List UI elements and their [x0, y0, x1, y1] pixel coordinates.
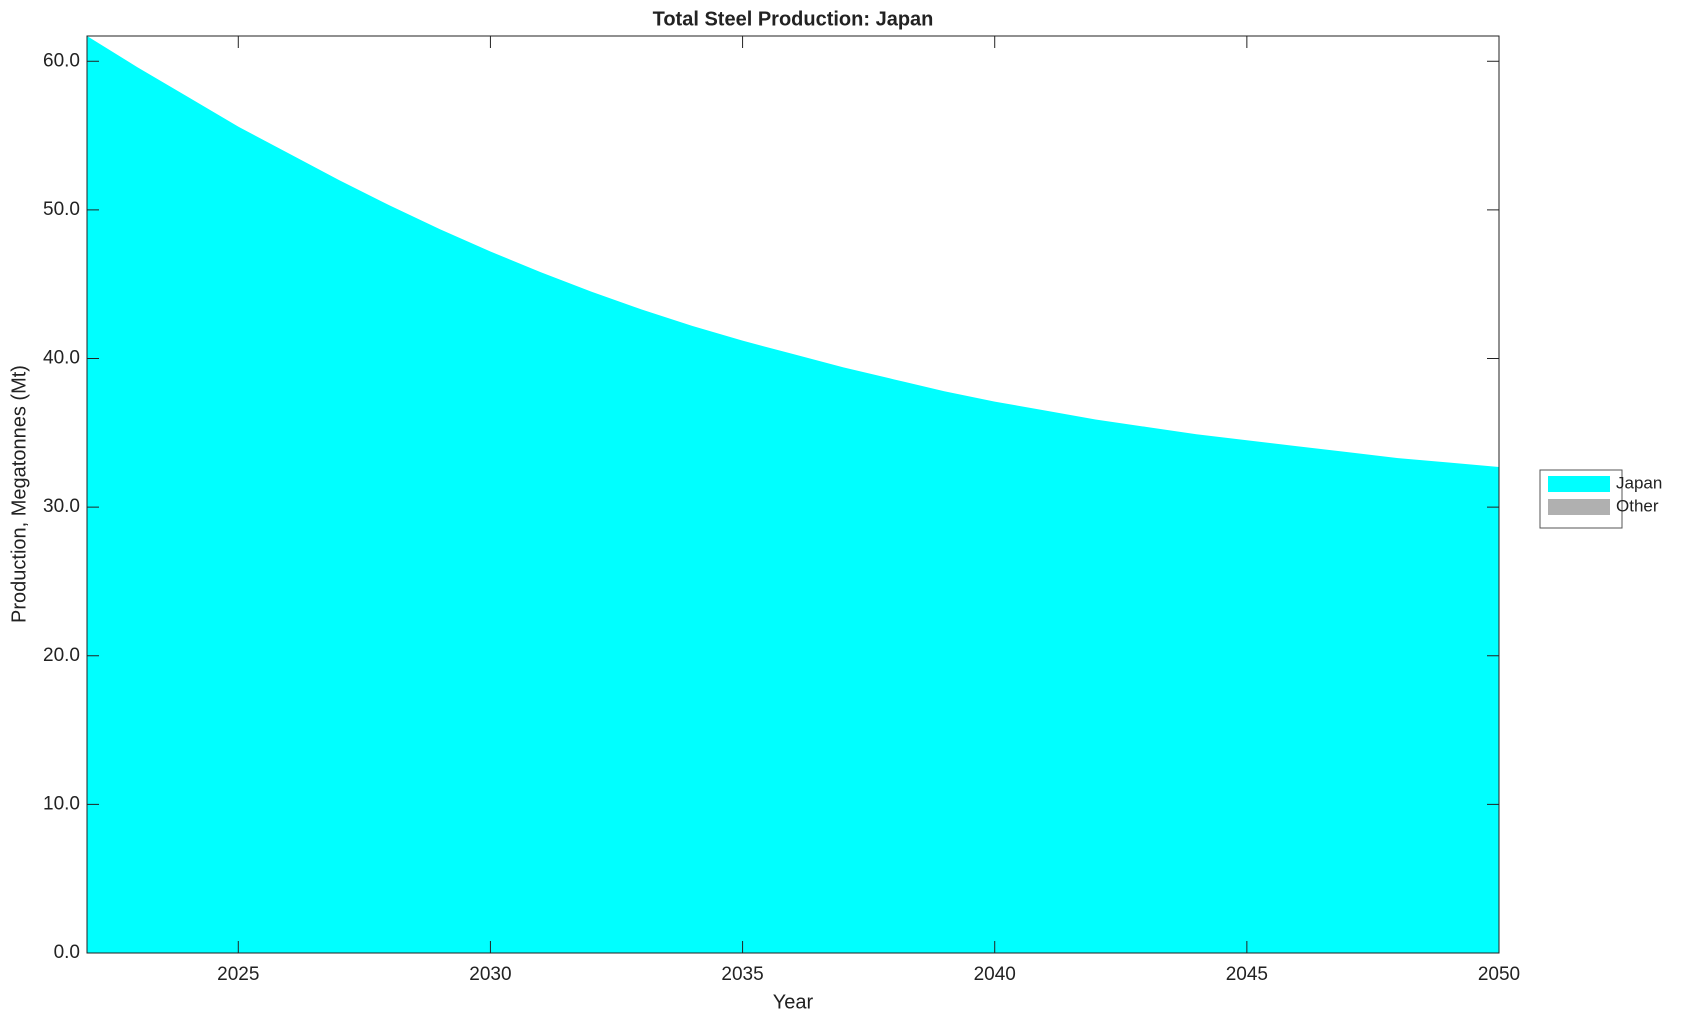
legend-label: Japan [1616, 473, 1662, 492]
y-axis-label: Production, Megatonnes (Mt) [8, 365, 30, 623]
x-tick-label: 2025 [217, 964, 259, 985]
area [87, 36, 1499, 953]
y-tick-label: 20.0 [43, 645, 80, 666]
y-tick-label: 10.0 [43, 793, 80, 814]
x-tick-label: 2030 [469, 964, 511, 985]
y-tick-label: 30.0 [43, 496, 80, 517]
legend-label: Other [1616, 496, 1659, 515]
y-tick-label: 0.0 [54, 942, 80, 963]
y-tick-label: 60.0 [43, 50, 80, 71]
x-tick-label: 2040 [974, 964, 1016, 985]
legend-swatch [1548, 499, 1610, 515]
y-tick-label: 40.0 [43, 348, 80, 369]
plot-frame [86, 35, 1500, 954]
x-axis-label: Year [773, 991, 814, 1013]
x-tick-label: 2045 [1226, 964, 1268, 985]
x-tick-label: 2035 [721, 964, 763, 985]
chart-title: Total Steel Production: Japan [653, 8, 934, 30]
y-tick-label: 50.0 [43, 199, 80, 220]
legend-swatch [1548, 476, 1610, 492]
x-tick-label: 2050 [1478, 964, 1520, 985]
